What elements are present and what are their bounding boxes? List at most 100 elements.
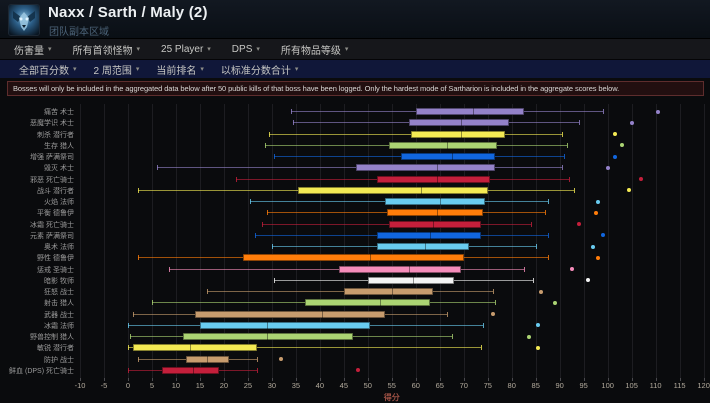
- outlier-dot: [591, 244, 596, 249]
- whisker-cap-high: [451, 334, 453, 340]
- spec-label[interactable]: 野兽控制 猎人: [30, 334, 74, 342]
- x-axis-tick: [511, 378, 513, 381]
- x-axis-tick-label: 85: [531, 381, 540, 390]
- x-axis-tick: [319, 378, 321, 381]
- whisker-cap-low: [291, 109, 293, 115]
- grid-line: [487, 104, 489, 378]
- spec-label[interactable]: 平衡 德鲁伊: [37, 210, 74, 218]
- grid-line: [319, 104, 321, 378]
- median-line: [379, 299, 381, 307]
- filter-timerange-dropdown[interactable]: 2 周范围 ▾: [94, 62, 140, 77]
- spec-label[interactable]: 增强 萨满祭司: [30, 154, 74, 162]
- spec-label[interactable]: 刺杀 潜行者: [37, 131, 74, 139]
- box-iqr: [377, 243, 469, 251]
- x-axis-tick: [463, 378, 465, 381]
- spec-label[interactable]: 奥术 法师: [44, 244, 74, 252]
- filter-label: 当前排名: [156, 65, 197, 77]
- chevron-down-icon: ▾: [135, 65, 140, 73]
- median-line: [267, 321, 269, 329]
- chevron-down-icon: ▾: [73, 65, 77, 73]
- filter-ranking-dropdown[interactable]: 当前排名 ▾: [156, 62, 204, 77]
- outlier-dot: [596, 255, 601, 260]
- x-axis-tick: [439, 378, 441, 381]
- x-axis-tick: [127, 378, 129, 381]
- spec-label[interactable]: 射击 猎人: [44, 300, 74, 308]
- box-iqr: [389, 220, 481, 228]
- box-iqr: [132, 344, 258, 352]
- spec-label[interactable]: 冰霜 法师: [44, 322, 74, 330]
- spec-label[interactable]: 恶魔学识 术士: [30, 120, 74, 128]
- x-axis-tick: [535, 378, 537, 381]
- grid-line: [463, 104, 465, 378]
- spec-label[interactable]: 野性 德鲁伊: [37, 255, 74, 263]
- spec-label[interactable]: 狂怒 战士: [44, 289, 74, 297]
- whisker-cap-low: [262, 221, 264, 227]
- filter-boss-dropdown[interactable]: 所有首领怪物 ▾: [73, 42, 141, 57]
- filter-metric-dropdown[interactable]: 伤害量 ▾: [14, 42, 52, 57]
- box-iqr: [243, 254, 464, 262]
- whisker-cap-low: [132, 311, 134, 317]
- median-line: [425, 243, 427, 251]
- chevron-down-icon: ▾: [200, 65, 204, 73]
- outlier-dot: [596, 199, 601, 204]
- spec-label[interactable]: 元素 萨满祭司: [30, 232, 74, 240]
- spec-label[interactable]: 敏锐 潜行者: [37, 345, 74, 353]
- filter-raidsize-dropdown[interactable]: 25 Player ▾: [161, 44, 211, 55]
- median-line: [473, 108, 475, 116]
- spec-label[interactable]: 暗影 牧师: [44, 277, 74, 285]
- outlier-dot: [612, 132, 617, 137]
- spec-label[interactable]: 武器 战士: [44, 311, 74, 319]
- x-axis-tick-label: -5: [100, 381, 108, 390]
- spec-label[interactable]: 生存 猎人: [44, 142, 74, 150]
- x-axis-tick: [679, 378, 681, 381]
- filter-label: 所有物品等级: [280, 45, 341, 57]
- x-axis-tick-label: 120: [697, 381, 710, 390]
- median-line: [370, 254, 372, 262]
- spec-label[interactable]: 防护 战士: [44, 356, 74, 364]
- whisker-cap-high: [257, 356, 259, 362]
- whisker-cap-high: [547, 199, 549, 205]
- grid-line: [511, 104, 513, 378]
- box-iqr: [298, 186, 488, 194]
- whisker-cap-low: [168, 266, 170, 272]
- spec-label[interactable]: 惩戒 圣骑士: [37, 266, 74, 274]
- whisker-line: [127, 347, 481, 349]
- spec-label[interactable]: 鲜血 (DPS) 死亡骑士: [9, 367, 74, 375]
- x-axis-tick: [559, 378, 561, 381]
- whisker-cap-low: [127, 367, 129, 373]
- filter-label: DPS: [231, 43, 253, 55]
- whisker-cap-high: [578, 120, 580, 126]
- x-axis-tick: [631, 378, 633, 381]
- grid-line: [607, 104, 609, 378]
- x-axis-tick: [607, 378, 609, 381]
- box-iqr: [377, 231, 481, 239]
- spec-label[interactable]: 邪恶 死亡骑士: [30, 176, 74, 184]
- notice-banner: Bosses will only be included in the aggr…: [7, 81, 704, 96]
- filter-role-dropdown[interactable]: DPS ▾: [232, 44, 260, 55]
- filter-itemlevel-dropdown[interactable]: 所有物品等级 ▾: [281, 42, 349, 57]
- outlier-dot: [627, 188, 632, 193]
- x-axis-tick: [583, 378, 585, 381]
- outlier-dot: [538, 289, 543, 294]
- spec-label[interactable]: 战斗 潜行者: [37, 187, 74, 195]
- grid-line: [271, 104, 273, 378]
- spec-label[interactable]: 冰霜 死亡骑士: [30, 221, 74, 229]
- filter-label: 25 Player: [161, 43, 204, 55]
- grid-line: [559, 104, 561, 378]
- median-line: [420, 186, 422, 194]
- chevron-down-icon: ▾: [294, 65, 299, 73]
- x-axis-tick: [487, 378, 489, 381]
- whisker-cap-high: [533, 277, 535, 283]
- whisker-cap-high: [523, 266, 525, 272]
- x-axis-tick: [80, 378, 81, 381]
- median-line: [439, 198, 441, 206]
- spec-label[interactable]: 火焰 法师: [44, 199, 74, 207]
- filter-label: 2 周范围: [93, 65, 132, 77]
- filter-aggregate-dropdown[interactable]: 以标准分数合计 ▾: [221, 62, 299, 77]
- x-axis-tick-label: 65: [435, 381, 444, 390]
- spec-label[interactable]: 痛苦 术士: [44, 109, 74, 117]
- outlier-dot: [536, 323, 541, 328]
- x-axis-tick: [343, 378, 345, 381]
- spec-label[interactable]: 毁灭 术士: [44, 165, 74, 173]
- filter-percentile-dropdown[interactable]: 全部百分数 ▾: [19, 62, 77, 77]
